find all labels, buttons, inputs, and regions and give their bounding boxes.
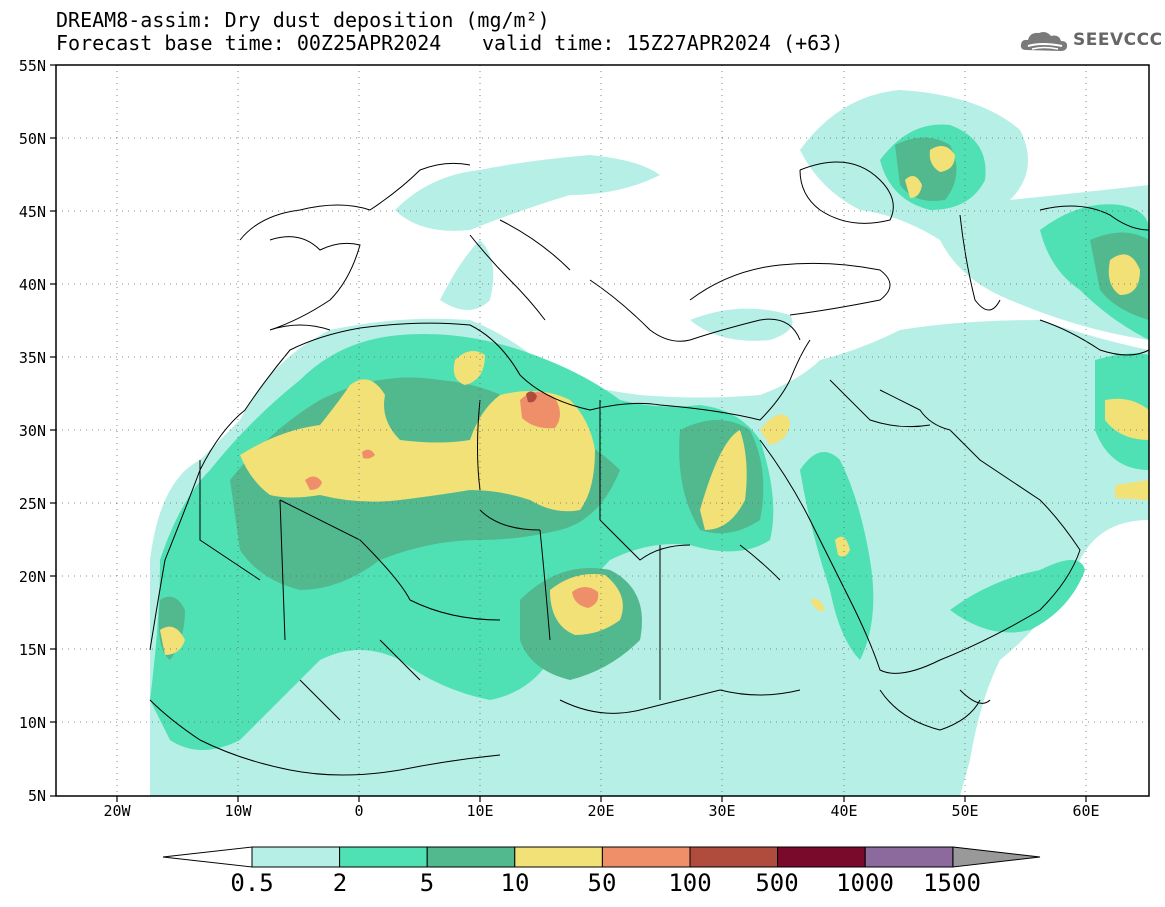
lat-label: 30N <box>18 422 46 440</box>
lon-label: 60E <box>1072 802 1100 820</box>
deposition-field <box>56 65 1149 796</box>
colorbar-label: 5 <box>419 869 435 897</box>
colorbar-label: 50 <box>587 869 617 897</box>
lon-label: 20W <box>103 802 131 820</box>
coastlines <box>149 161 1149 776</box>
valid-time: valid time: 15Z27APR2024 (+63) <box>482 31 844 55</box>
lon-label: 0 <box>354 802 364 820</box>
lon-label: 10E <box>466 802 494 820</box>
level-10-50 <box>160 146 1149 655</box>
cloud-icon <box>1020 32 1068 51</box>
seevccc-logo: SEEVCCC <box>1018 26 1162 56</box>
gridlines <box>56 65 1149 796</box>
lat-label: 50N <box>18 130 46 148</box>
forecast-base-time: Forecast base time: 00Z25APR2024 <box>56 31 442 55</box>
lon-label: 20E <box>587 802 615 820</box>
colorbar-label: 1500 <box>923 869 981 897</box>
lat-label: 10N <box>18 714 46 732</box>
lon-label: 30E <box>708 802 736 820</box>
logo-text: SEEVCCC <box>1073 30 1163 50</box>
lat-label: 55N <box>18 57 46 75</box>
colorbar-label: 2 <box>332 869 348 897</box>
lat-label: 5N <box>27 787 46 805</box>
colorbar-label: 0.5 <box>230 869 274 897</box>
lat-label: 40N <box>18 276 46 294</box>
lon-label: 10W <box>224 802 252 820</box>
colorbar-label: 100 <box>668 869 712 897</box>
colorbar-label: 1000 <box>836 869 894 897</box>
lat-label: 35N <box>18 349 46 367</box>
colorbar-label: 10 <box>500 869 530 897</box>
lat-label: 25N <box>18 495 46 513</box>
colorbar-label: 500 <box>755 869 799 897</box>
lat-label: 20N <box>18 568 46 586</box>
lat-label: 15N <box>18 641 46 659</box>
lon-label: 40E <box>830 802 858 820</box>
lat-label: 45N <box>18 203 46 221</box>
map-title: DREAM8-assim: Dry dust deposition (mg/m²… <box>56 8 550 32</box>
lon-label: 50E <box>951 802 979 820</box>
level-100-500 <box>526 391 537 403</box>
axis-ticks <box>50 64 1087 802</box>
